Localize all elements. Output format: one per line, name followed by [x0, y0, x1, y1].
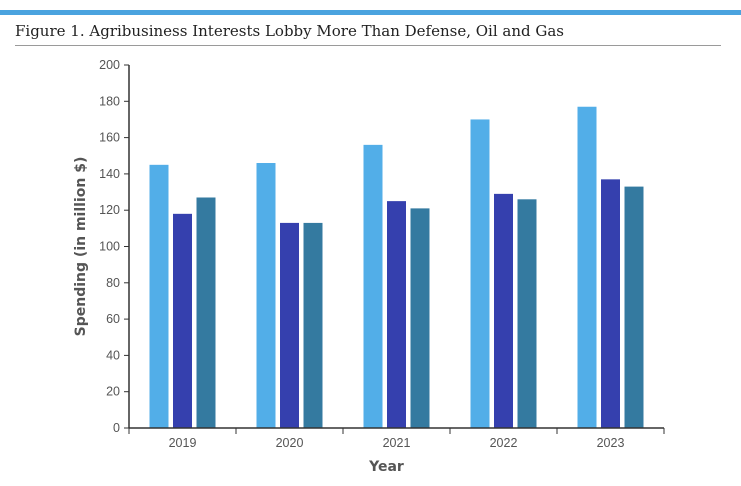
bar-2022-series-3: [517, 199, 537, 428]
y-tick-label: 0: [113, 421, 120, 435]
bar-2021-series-3: [410, 208, 430, 428]
x-axis-ticks: 2019 2020 2021 2022 2023: [128, 428, 665, 450]
y-tick-label: 60: [106, 312, 120, 326]
y-tick-label: 200: [99, 58, 120, 72]
y-tick-label: 40: [106, 348, 120, 362]
bar-2019-series-3: [196, 197, 216, 428]
figure-title: Figure 1. Agribusiness Interests Lobby M…: [15, 22, 564, 40]
x-tick-label: 2020: [276, 436, 304, 450]
bar-2022-series-1: [470, 119, 490, 428]
y-tick-label: 100: [99, 240, 120, 254]
bar-2020-series-1: [256, 163, 276, 428]
bar-2021-series-1: [363, 144, 383, 429]
y-tick-label: 20: [106, 385, 120, 399]
y-axis-title: Spending (in million $): [73, 157, 89, 337]
y-axis-ticks: 0 20 40 60 80 100 120 140 160 180 200: [99, 58, 129, 435]
x-tick-label: 2023: [597, 436, 625, 450]
bar-2023-series-1: [577, 106, 597, 429]
title-divider: [15, 45, 721, 46]
bar-2021-series-2: [387, 201, 406, 428]
y-tick-label: 120: [99, 203, 120, 217]
bar-2023-series-2: [601, 179, 620, 428]
y-tick-label: 160: [99, 131, 120, 145]
y-tick-label: 180: [99, 94, 120, 108]
bar-2023-series-3: [624, 186, 644, 428]
bar-2020-series-3: [303, 222, 323, 428]
header-accent-bar: [0, 10, 741, 15]
x-axis-title: Year: [368, 459, 404, 475]
x-tick-label: 2019: [169, 436, 197, 450]
bar-2019-series-1: [149, 164, 169, 428]
bar-2019-series-2: [173, 213, 192, 428]
bar-2020-series-2: [280, 222, 299, 428]
x-tick-label: 2022: [490, 436, 518, 450]
bar-series: [149, 106, 644, 429]
bar-2022-series-2: [494, 193, 513, 428]
y-tick-label: 140: [99, 167, 120, 181]
x-tick-label: 2021: [383, 436, 411, 450]
y-tick-label: 80: [106, 276, 120, 290]
